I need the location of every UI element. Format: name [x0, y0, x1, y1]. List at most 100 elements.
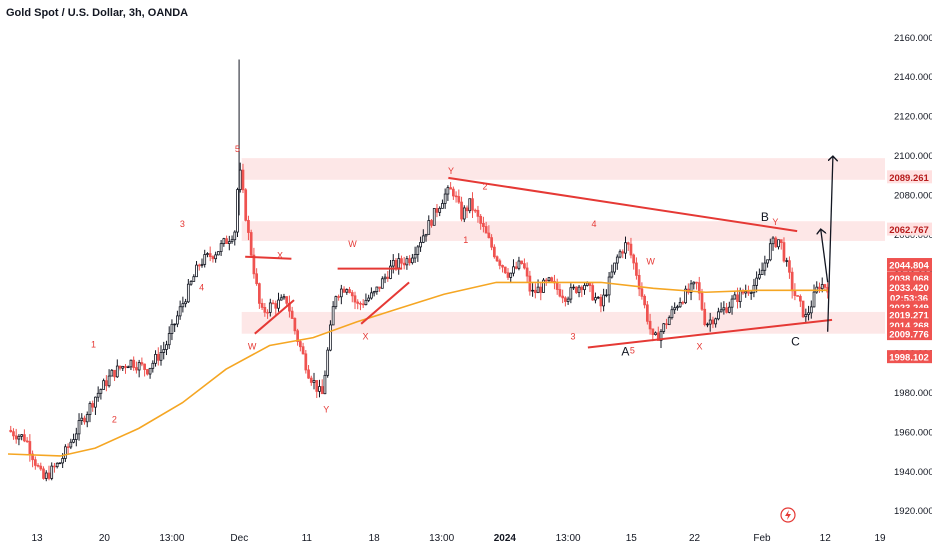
candle-body: [208, 253, 212, 258]
candle-body: [596, 296, 600, 299]
candle-body: [640, 288, 644, 297]
candle-body: [42, 468, 45, 479]
price-tag-label: 2019.271: [889, 310, 929, 321]
candle-body: [697, 282, 701, 294]
candle-body: [449, 187, 452, 190]
candle-body: [670, 309, 674, 319]
candle-body: [260, 302, 264, 308]
candle-body: [667, 317, 671, 326]
candle-body: [547, 277, 551, 282]
candle-body: [170, 323, 174, 334]
candle-body: [400, 258, 403, 264]
candle-body: [165, 344, 168, 350]
x-tick-label: 2024: [494, 533, 517, 544]
wave-label-major: B: [761, 210, 769, 224]
candle-body: [94, 396, 97, 408]
candle-body: [498, 260, 502, 266]
candle-body: [375, 286, 379, 293]
candle-body: [744, 291, 748, 294]
candle-body: [47, 472, 51, 479]
candle-body: [58, 462, 62, 465]
candle-body: [618, 251, 622, 258]
candle-body: [487, 232, 491, 239]
wave-label: 4: [199, 282, 204, 292]
price-tag-bg: [887, 307, 932, 321]
candle-body: [132, 359, 136, 368]
candle-body: [271, 302, 275, 305]
candle-body: [320, 386, 324, 395]
candle-body: [405, 258, 409, 266]
wave-label: 1: [91, 339, 96, 349]
candle-body: [233, 231, 237, 241]
candle-body: [307, 369, 310, 379]
candle-body: [200, 263, 204, 266]
wave-label: Y: [448, 166, 454, 176]
candle-body: [788, 260, 791, 273]
candle-body: [462, 207, 466, 220]
candle-body: [348, 289, 351, 293]
price-tag-label: 2033.420: [889, 283, 929, 294]
x-tick-label: 15: [626, 533, 638, 544]
candle-body: [145, 369, 149, 375]
price-tag-label: 2009.776: [889, 330, 929, 341]
candle-body: [727, 306, 731, 313]
candle-body: [244, 189, 248, 221]
candle-body: [118, 365, 122, 369]
candle-body: [20, 434, 24, 437]
candle-body: [394, 259, 398, 269]
chart-title: Gold Spot / U.S. Dollar, 3h, OANDA: [6, 7, 189, 19]
candle-body: [28, 441, 32, 455]
candle-body: [580, 286, 584, 291]
candle-body: [558, 289, 562, 297]
candle-body: [506, 272, 510, 278]
candle-body: [602, 294, 605, 307]
candle-body: [189, 281, 193, 285]
candle-body: [520, 260, 524, 265]
wave-label: 3: [180, 219, 185, 229]
candle-body: [531, 289, 534, 292]
candle-body: [613, 262, 616, 273]
candle-body: [509, 272, 513, 278]
x-tick-label: 19: [874, 533, 886, 544]
candle-body: [648, 320, 652, 330]
lightning-icon[interactable]: [780, 507, 796, 523]
candle-body: [61, 458, 65, 464]
wave-label: 5: [630, 345, 635, 355]
projection-arrow: [827, 156, 833, 332]
candle-body: [23, 434, 26, 442]
candle-body: [364, 299, 368, 306]
candle-body: [236, 189, 239, 233]
candle-body: [173, 323, 177, 326]
candle-body: [408, 258, 411, 264]
price-tag-label: 2014.268: [889, 321, 929, 332]
candle-body: [252, 254, 256, 275]
candle-body: [662, 323, 666, 332]
candle-body: [725, 307, 728, 313]
candle-body: [219, 243, 223, 252]
candle-body: [298, 341, 302, 348]
candle-body: [435, 208, 439, 213]
candle-body: [768, 243, 772, 261]
y-tick-label: 2100.000: [894, 151, 932, 162]
candle-body: [637, 274, 641, 290]
candle-body: [484, 226, 488, 234]
candle-body: [156, 353, 160, 361]
candle-body: [432, 208, 436, 226]
candle-body: [129, 359, 133, 368]
candle-body: [268, 302, 272, 313]
candle-body: [318, 386, 321, 392]
candle-body: [452, 188, 455, 197]
y-tick-label: 2080.000: [894, 191, 932, 202]
x-tick-label: 13:00: [556, 533, 581, 544]
candle-body: [140, 362, 144, 365]
candle-body: [159, 352, 163, 361]
candle-body: [249, 232, 253, 256]
candle-body: [807, 312, 810, 315]
candle-body: [151, 362, 155, 369]
candle-body: [397, 258, 401, 269]
candle-body: [591, 285, 595, 301]
candle-body: [615, 256, 619, 264]
candle-body: [411, 257, 414, 264]
